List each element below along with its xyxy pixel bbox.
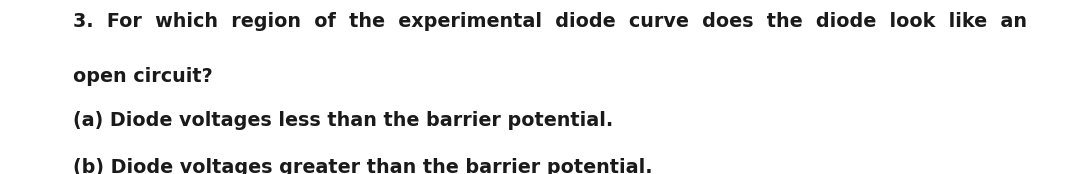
Text: 3.  For  which  region  of  the  experimental  diode  curve  does  the  diode  l: 3. For which region of the experimental … bbox=[73, 12, 1027, 31]
Text: open circuit?: open circuit? bbox=[73, 67, 213, 86]
Text: (b) Diode voltages greater than the barrier potential.: (b) Diode voltages greater than the barr… bbox=[73, 158, 653, 174]
Text: (a) Diode voltages less than the barrier potential.: (a) Diode voltages less than the barrier… bbox=[73, 111, 613, 130]
